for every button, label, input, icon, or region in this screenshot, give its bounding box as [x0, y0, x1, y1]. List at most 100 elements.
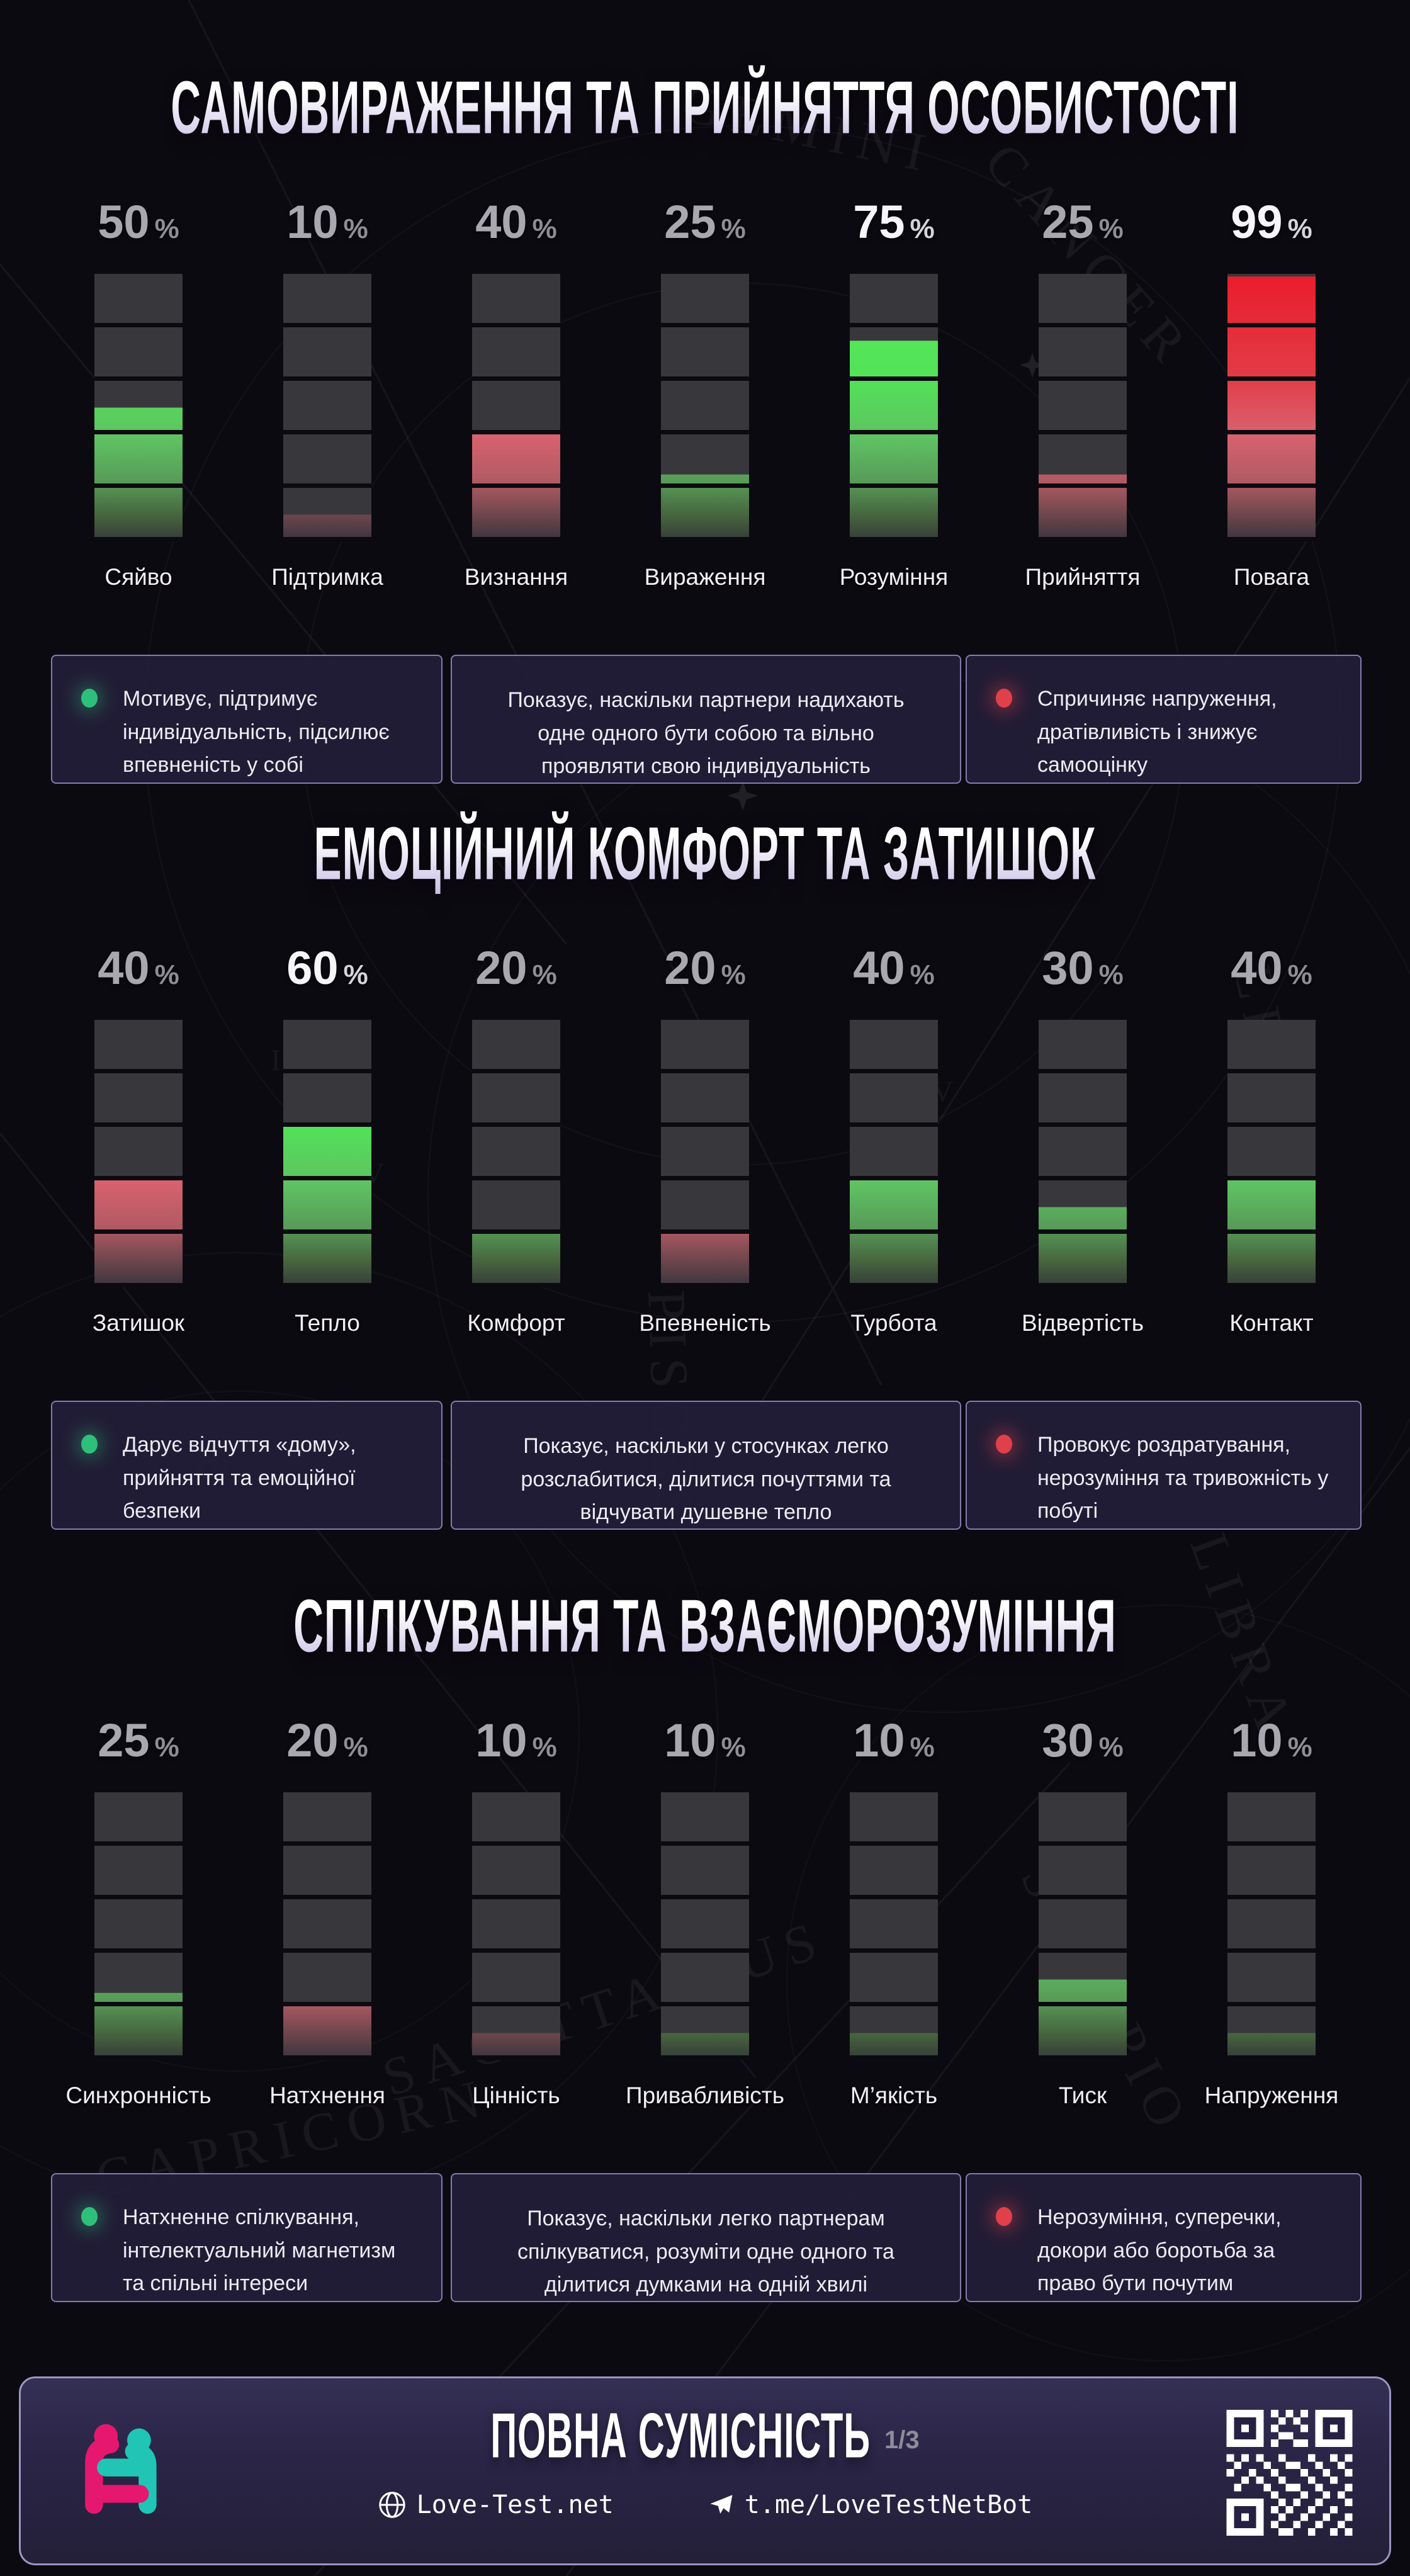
metric-label: Тепло: [295, 1310, 360, 1336]
metric-column: 40% Турбота: [799, 941, 988, 1336]
percent-value: 10%: [286, 196, 368, 248]
metric-label: Турбота: [850, 1310, 937, 1336]
bar-green: [850, 1020, 938, 1287]
info-box-negative: Нерозуміння, суперечки, докори або борот…: [966, 2173, 1362, 2302]
percent-value: 50%: [98, 196, 179, 248]
percent-value: 20%: [286, 1714, 368, 1766]
metric-column: 40% Затишок: [44, 941, 233, 1336]
metric-label: Комфорт: [467, 1310, 565, 1336]
bar-red: [94, 1020, 183, 1287]
percent-value: 10%: [853, 1714, 935, 1766]
section-title-text: СПІЛКУВАННЯ ТА ВЗАЄМОРОЗУМІННЯ: [293, 1583, 1117, 1668]
positive-dot-icon: [81, 2207, 98, 2226]
percent-value: 25%: [1042, 196, 1124, 248]
negative-dot-icon: [996, 1435, 1012, 1454]
qr-code: [1226, 2410, 1353, 2536]
negative-dot-icon: [996, 689, 1012, 708]
percent-value: 25%: [98, 1714, 179, 1766]
negative-dot-icon: [996, 2207, 1012, 2226]
metric-label: Прийняття: [1025, 564, 1141, 590]
metric-column: 40% Визнання: [422, 195, 611, 590]
info-box-text: Показує, наскільки у стосунках легко роз…: [521, 1434, 891, 1525]
positive-dot-icon: [81, 1435, 98, 1454]
bar-green: [94, 1792, 183, 2060]
bar-green: [661, 274, 749, 541]
info-box-text: Показує, наскільки партнери надихають од…: [507, 688, 905, 779]
info-box-neutral: Показує, наскільки у стосунках легко роз…: [451, 1401, 961, 1530]
telegram-link[interactable]: t.me/LoveTestNetBot: [708, 2490, 1032, 2519]
footer-title: ПОВНА СУМІСНІСТЬ: [490, 2400, 871, 2472]
percent-value: 20%: [475, 942, 557, 994]
metric-column: 40% Контакт: [1177, 941, 1366, 1336]
metric-column: 10% Привабливість: [611, 1714, 799, 2109]
percent-value: 10%: [664, 1714, 746, 1766]
footer-title-row: ПОВНА СУМІСНІСТЬ 1/3: [21, 2400, 1389, 2472]
info-box-negative: Провокує роздратування, нерозуміння та т…: [966, 1401, 1362, 1530]
bar-green: [1227, 1792, 1316, 2060]
metric-column: 99% Повага: [1177, 195, 1366, 590]
percent-value: 40%: [853, 942, 935, 994]
percent-value: 30%: [1042, 942, 1124, 994]
metric-column: 10% М’якість: [799, 1714, 988, 2109]
info-box-text: Спричиняє напруження, дратівливість і зн…: [1037, 687, 1277, 777]
info-box-positive: Мотивує, підтримує індивідуальність, під…: [51, 655, 443, 784]
info-box-neutral: Показує, наскільки партнери надихають од…: [451, 655, 961, 784]
metric-label: Напруження: [1204, 2082, 1339, 2108]
metric-column: 60% Тепло: [233, 941, 422, 1336]
metric-label: Розуміння: [839, 564, 949, 590]
metric-column: 25% Вираження: [611, 195, 799, 590]
metric-label: Цінність: [472, 2082, 560, 2108]
metric-label: Впевненість: [639, 1310, 771, 1336]
percent-value: 10%: [1231, 1714, 1312, 1766]
website-link-label: Love-Test.net: [416, 2490, 614, 2519]
metric-column: 10% Підтримка: [233, 195, 422, 590]
bar-green: [283, 1020, 371, 1287]
metric-label: Повага: [1233, 564, 1310, 590]
section-title: СПІЛКУВАННЯ ТА ВЗАЄМОРОЗУМІННЯ: [0, 1581, 1410, 1669]
info-box-positive: Дарує відчуття «дому», прийняття та емоц…: [51, 1401, 443, 1530]
percent-value: 75%: [853, 196, 935, 248]
metric-column: 25% Синхронність: [44, 1714, 233, 2109]
bars-row: 25% Синхронність 20% Натхнення 10% Цінність 10…: [0, 1714, 1410, 2109]
info-box-text: Провокує роздратування, нерозуміння та т…: [1037, 1433, 1329, 1523]
bar-red: [1227, 274, 1316, 541]
website-link[interactable]: Love-Test.net: [378, 2490, 614, 2519]
metric-column: 20% Натхнення: [233, 1714, 422, 2109]
bar-red: [283, 1792, 371, 2060]
info-box-neutral: Показує, наскільки легко партнерам спілк…: [451, 2173, 961, 2302]
metric-label: Привабливість: [625, 2082, 785, 2108]
footer-links: Love-Test.net t.me/LoveTestNetBot: [21, 2490, 1389, 2519]
percent-value: 99%: [1231, 196, 1312, 248]
metric-column: 25% Прийняття: [988, 195, 1177, 590]
metric-label: Відвертість: [1022, 1310, 1144, 1336]
percent-value: 40%: [1231, 942, 1312, 994]
metric-label: Тиск: [1058, 2082, 1107, 2108]
positive-dot-icon: [81, 689, 98, 708]
telegram-icon: [710, 2495, 733, 2514]
bar-red: [472, 274, 560, 541]
metric-column: 50% Сяйво: [44, 195, 233, 590]
section-title-text: ЕМОЦІЙНИЙ КОМФОРТ ТА ЗАТИШОК: [313, 811, 1097, 895]
bar-red: [1039, 274, 1127, 541]
bar-green: [661, 1792, 749, 2060]
page-indicator: 1/3: [884, 2426, 920, 2454]
love-test-logo-icon: [85, 2424, 157, 2514]
metric-label: Визнання: [464, 564, 568, 590]
percent-value: 30%: [1042, 1714, 1124, 1766]
section-title: САМОВИРАЖЕННЯ ТА ПРИЙНЯТТЯ ОСОБИСТОСТІ: [0, 63, 1410, 151]
percent-value: 20%: [664, 942, 746, 994]
section-self-expression: САМОВИРАЖЕННЯ ТА ПРИЙНЯТТЯ ОСОБИСТОСТІ 5…: [0, 63, 1410, 784]
metric-column: 30% Тиск: [988, 1714, 1177, 2109]
metric-label: М’якість: [850, 2082, 938, 2108]
bar-green: [850, 1792, 938, 2060]
metric-label: Натхнення: [269, 2082, 385, 2108]
bar-green: [1039, 1020, 1127, 1287]
bar-red: [472, 1792, 560, 2060]
section-title: ЕМОЦІЙНИЙ КОМФОРТ ТА ЗАТИШОК: [0, 809, 1410, 897]
info-box-text: Мотивує, підтримує індивідуальність, під…: [123, 687, 390, 777]
metric-column: 10% Цінність: [422, 1714, 611, 2109]
section-title-text: САМОВИРАЖЕННЯ ТА ПРИЙНЯТТЯ ОСОБИСТОСТІ: [171, 65, 1239, 149]
info-box-text: Дарує відчуття «дому», прийняття та емоц…: [123, 1433, 356, 1523]
percent-value: 10%: [475, 1714, 557, 1766]
metric-column: 75% Розуміння: [799, 195, 988, 590]
